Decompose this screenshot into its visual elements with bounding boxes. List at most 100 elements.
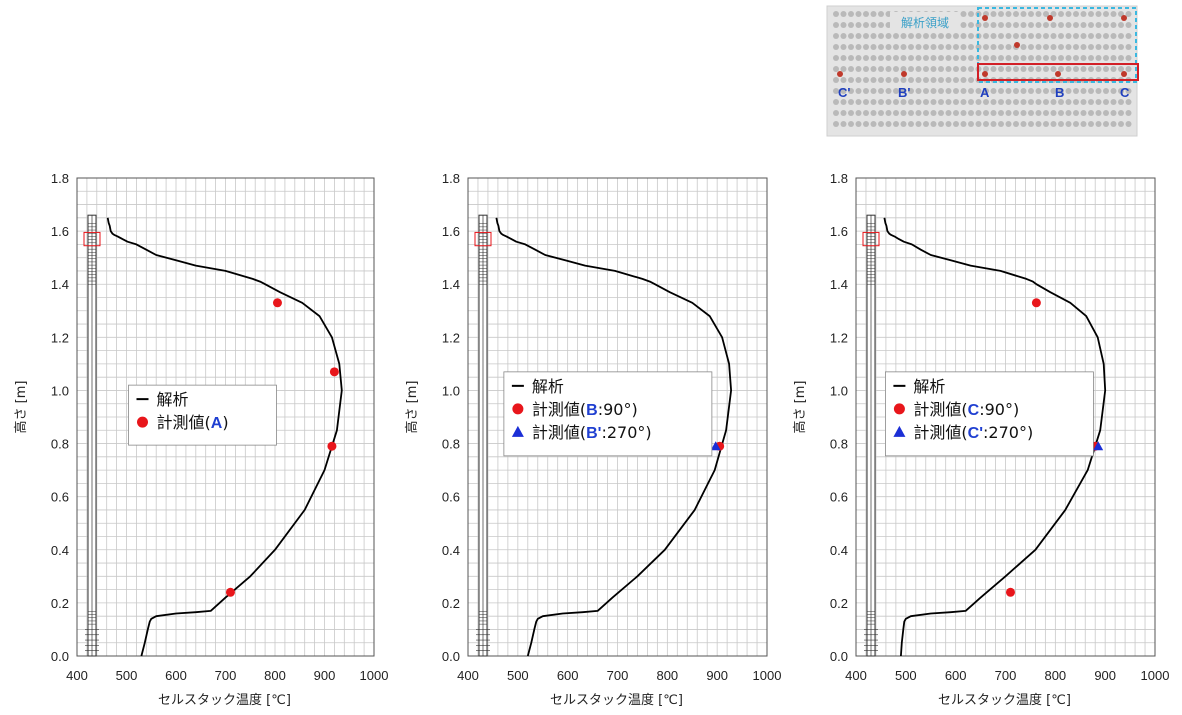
inset-cell-dot [840, 66, 847, 72]
inset-cell-dot [1013, 33, 1019, 39]
inset-cell-dot [878, 33, 884, 39]
inset-cell-dot [998, 66, 1004, 72]
inset-cell-dot [1065, 22, 1072, 28]
inset-cell-dot [885, 88, 892, 94]
inset-cell-dot [975, 99, 982, 105]
inset-cell-dot [915, 88, 922, 94]
inset-cell-dot [998, 11, 1004, 17]
y-tick-label: 1.0 [830, 383, 848, 398]
legend-circle-swatch [512, 403, 524, 415]
inset-cell-dot [840, 110, 847, 116]
inset-cell-dot [960, 22, 967, 28]
inset-cell-dot [833, 110, 839, 116]
inset-cell-dot [900, 99, 907, 105]
inset-cell-dot [1035, 22, 1042, 28]
inset-cell-dot [833, 22, 839, 28]
inset-cell-dot [833, 66, 839, 72]
inset-cell-dot [945, 77, 952, 83]
y-tick-label: 1.4 [830, 277, 848, 292]
legend-text: 解析 [532, 377, 564, 396]
inset-cell-dot [855, 88, 862, 94]
inset-measurement-dot [982, 71, 988, 77]
x-tick-label: 1000 [1141, 668, 1170, 683]
inset-cell-dot [1088, 66, 1094, 72]
inset-cell-dot [1028, 33, 1034, 39]
inset-cell-dot [863, 99, 869, 105]
chart-0-plot-frame [76, 177, 375, 657]
inset-cell-dot [960, 121, 967, 127]
inset-cell-dot [900, 55, 907, 61]
y-tick-label: 0.6 [830, 490, 848, 505]
inset-cell-dot [1118, 44, 1124, 50]
inset-cell-dot [953, 88, 959, 94]
inset-cell-dot [885, 55, 892, 61]
inset-cell-dot [1020, 110, 1027, 116]
inset-cell-dot [1080, 110, 1087, 116]
inset-cell-dot [1020, 22, 1027, 28]
inset-cell-dot [1095, 66, 1102, 72]
x-tick-label: 900 [314, 668, 336, 683]
inset-cell-dot [878, 110, 884, 116]
inset-cell-dot [900, 121, 907, 127]
inset-cell-dot [953, 99, 959, 105]
inset-cell-dot [1013, 99, 1019, 105]
inset-cell-dot [953, 44, 959, 50]
inset-cell-dot [893, 121, 899, 127]
inset-cell-dot [953, 121, 959, 127]
inset-cell-dot [983, 121, 989, 127]
inset-cell-dot [1005, 33, 1012, 39]
inset-cell-dot [990, 99, 997, 105]
inset-cell-dot [1103, 55, 1109, 61]
inset-cell-dot [953, 110, 959, 116]
inset-cell-dot [855, 11, 862, 17]
inset-cell-dot [1028, 22, 1034, 28]
inset-cell-dot [1043, 66, 1049, 72]
inset-cell-dot [1065, 55, 1072, 61]
inset-cell-dot [908, 99, 914, 105]
inset-cell-dot [893, 44, 899, 50]
y-tick-label: 0.8 [830, 437, 848, 452]
inset-cell-dot [1125, 44, 1132, 50]
x-tick-label: 700 [215, 668, 237, 683]
inset-cell-dot [1035, 88, 1042, 94]
inset-cell-dot [1020, 44, 1027, 50]
inset-cell-dot [1043, 22, 1049, 28]
inset-cell-dot [1065, 11, 1072, 17]
inset-cell-dot [855, 77, 862, 83]
inset-cell-dot [1020, 66, 1027, 72]
inset-cell-dot [1103, 110, 1109, 116]
inset-cell-dot [840, 44, 847, 50]
inset-measurement-dot [837, 71, 843, 77]
inset-cell-dot [1125, 99, 1132, 105]
inset-cell-dot [998, 22, 1004, 28]
inset-cell-dot [998, 33, 1004, 39]
inset-cell-dot [1125, 11, 1132, 17]
legend-entry-label: 解析 [913, 377, 945, 396]
inset-cell-dot [900, 88, 907, 94]
inset-cell-dot [885, 33, 892, 39]
inset-cell-dot [1013, 55, 1019, 61]
x-tick-label: 800 [1044, 668, 1066, 683]
inset-cell-dot [840, 88, 847, 94]
inset-cell-dot [848, 33, 854, 39]
inset-cell-dot [1028, 44, 1034, 50]
inset-cell-dot [1073, 11, 1079, 17]
legend-text: 計測値( [913, 423, 967, 442]
inset-cell-dot [1050, 110, 1057, 116]
x-tick-label: 900 [1094, 668, 1116, 683]
inset-cell-dot [908, 66, 914, 72]
inset-cell-dot [968, 44, 974, 50]
y-tick-label: 1.4 [51, 277, 69, 292]
inset-cell-dot [848, 110, 854, 116]
legend-text: 計測値( [532, 400, 586, 419]
inset-cell-dot [1058, 22, 1064, 28]
inset-cell-dot [998, 55, 1004, 61]
legend-text: :270°) [601, 423, 651, 442]
inset-cell-dot [923, 88, 929, 94]
inset-cell-dot [1005, 55, 1012, 61]
legend-triangle-swatch [511, 425, 524, 437]
inset-cell-dot [915, 110, 922, 116]
inset-cell-dot [1050, 66, 1057, 72]
legend-entry-label: 計測値(B:90°) [532, 400, 638, 419]
inset-cell-dot [1065, 88, 1072, 94]
